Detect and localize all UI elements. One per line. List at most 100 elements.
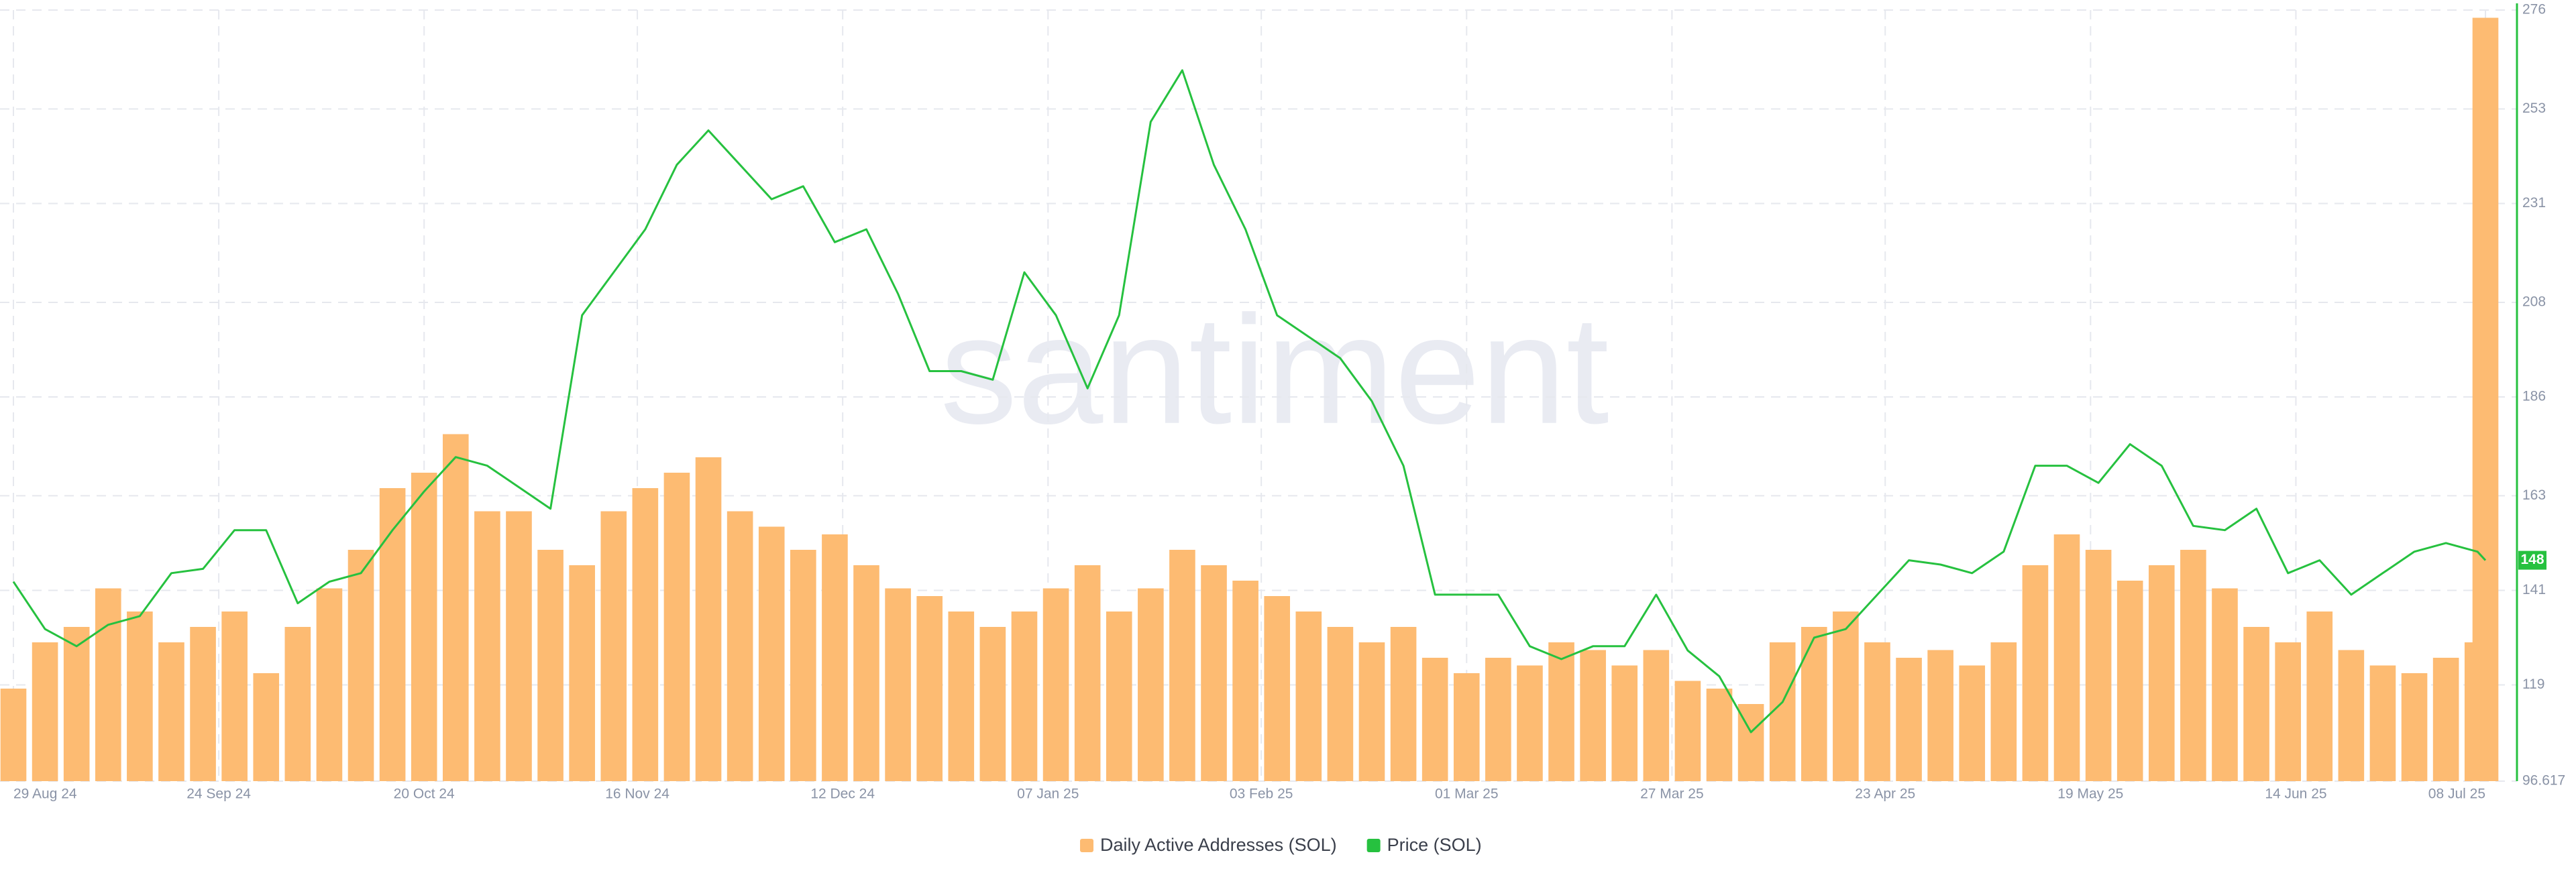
bar	[1769, 642, 1796, 781]
bar	[695, 457, 722, 781]
bar	[2116, 581, 2143, 781]
bar	[379, 488, 406, 781]
bar	[632, 488, 659, 781]
bar	[1611, 665, 1638, 781]
y2-tick-label: 141	[2522, 582, 2546, 597]
bar	[1990, 642, 2017, 781]
bar	[1106, 611, 1132, 781]
y2-tick-label: 119	[2522, 677, 2544, 692]
bar	[2369, 665, 2396, 781]
bar	[1011, 611, 1038, 781]
bar	[1674, 681, 1701, 781]
bar	[1264, 596, 1291, 781]
bar	[1390, 627, 1417, 781]
bar	[2053, 534, 2080, 781]
bar	[0, 689, 27, 781]
legend-swatch	[1366, 839, 1381, 852]
legend-label: Daily Active Addresses (SOL)	[1100, 835, 1337, 855]
bar	[63, 627, 90, 781]
x-tick-label: 08 Jul 25	[2428, 786, 2485, 802]
bar	[1548, 642, 1574, 781]
x-tick-label: 20 Oct 24	[394, 786, 455, 802]
bar	[1201, 565, 1227, 781]
bar	[2022, 565, 2049, 781]
y2-tick-label: 163	[2522, 487, 2546, 503]
bar	[1453, 673, 1480, 781]
bar	[727, 511, 753, 781]
bar	[127, 611, 153, 781]
y2-tick-label: 96.617	[2522, 773, 2565, 789]
bar	[1421, 658, 1448, 781]
bar	[2432, 658, 2459, 781]
y2-tick-label: 186	[2522, 389, 2546, 404]
bar	[2243, 627, 2269, 781]
bar	[2148, 565, 2175, 781]
bar	[1643, 650, 1670, 781]
bar	[1959, 665, 1986, 781]
bar	[1138, 588, 1164, 781]
x-tick-label: 14 Jun 25	[2265, 786, 2326, 802]
bar	[2401, 673, 2428, 781]
y2-tick-label: 276	[2522, 2, 2546, 17]
bar	[979, 627, 1006, 781]
bar	[1295, 611, 1322, 781]
bar	[853, 565, 879, 781]
bar	[790, 550, 816, 781]
bar	[2338, 650, 2365, 781]
bar	[1706, 689, 1733, 781]
bar	[1801, 627, 1827, 781]
bar	[316, 588, 343, 781]
bar	[1517, 665, 1543, 781]
bar	[442, 434, 469, 781]
bar	[885, 588, 911, 781]
watermark: santiment	[940, 284, 1609, 456]
x-tick-label: 19 May 25	[2057, 786, 2123, 802]
y2-tick-label: 231	[2522, 195, 2546, 211]
bar	[758, 526, 785, 781]
bar	[2275, 642, 2301, 781]
bar	[600, 511, 627, 781]
bar	[95, 588, 121, 781]
bar	[1074, 565, 1101, 781]
bar	[1358, 642, 1385, 781]
bar	[411, 473, 437, 781]
x-tick-label: 07 Jan 25	[1017, 786, 1079, 802]
x-tick-label: 24 Sep 24	[186, 786, 251, 802]
y2-tick-label: 253	[2522, 101, 2546, 116]
last-value-badge	[2518, 550, 2546, 570]
bar	[474, 511, 500, 781]
bar	[32, 642, 58, 781]
x-tick-label: 23 Apr 25	[1855, 786, 1915, 802]
bar	[1864, 642, 1890, 781]
x-tick-label: 29 Aug 24	[13, 786, 77, 802]
bar	[1833, 611, 1859, 781]
last-value-label: 148	[2520, 552, 2544, 567]
bar	[2085, 550, 2112, 781]
x-tick-label: 16 Nov 24	[605, 786, 669, 802]
bar	[2472, 17, 2499, 781]
price-line	[12, 69, 2487, 734]
bar	[1042, 588, 1069, 781]
bar	[569, 565, 595, 781]
x-tick-label: 27 Mar 25	[1640, 786, 1704, 802]
bar	[537, 550, 564, 781]
bar	[1927, 650, 1953, 781]
bar	[1232, 581, 1258, 781]
bar	[190, 627, 216, 781]
y2-tick-label: 208	[2522, 294, 2546, 309]
bar	[1580, 650, 1606, 781]
legend-label: Price (SOL)	[1387, 835, 1482, 855]
bar	[1327, 627, 1354, 781]
bar	[822, 534, 848, 781]
bar	[1169, 550, 1195, 781]
legend-swatch	[1080, 839, 1093, 852]
bar	[506, 511, 532, 781]
bar	[347, 550, 374, 781]
bar	[2180, 550, 2206, 781]
x-tick-label: 03 Feb 25	[1230, 786, 1293, 802]
x-tick-label: 12 Dec 24	[810, 786, 875, 802]
bar	[284, 627, 311, 781]
bar	[1896, 658, 1922, 781]
